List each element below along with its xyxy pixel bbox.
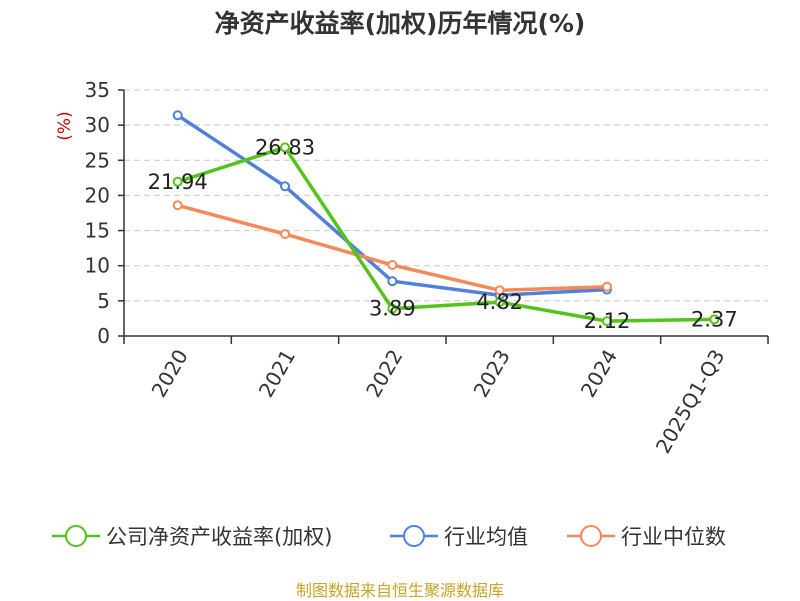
grid-lines xyxy=(118,89,768,337)
x-tick-label: 2024 xyxy=(576,345,622,401)
legend-item[interactable]: 公司净资产收益率(加权) xyxy=(52,518,332,554)
data-point xyxy=(387,303,398,314)
data-label: 21.94 xyxy=(148,170,208,194)
x-tick-label: 2025Q1-Q3 xyxy=(651,345,730,457)
legend-item[interactable]: 行业均值 xyxy=(390,518,528,554)
x-tick-label: 2022 xyxy=(361,345,407,401)
legend-label: 行业均值 xyxy=(444,525,528,549)
y-tick-label: 0 xyxy=(97,324,110,348)
chart-title: 净资产收益率(加权)历年情况(%) xyxy=(214,9,586,38)
y-tick-label: 10 xyxy=(85,254,110,278)
data-point xyxy=(280,229,290,240)
legend-item[interactable]: 行业中位数 xyxy=(567,518,726,554)
y-tick-labels: 0 5 10 15 20 25 30 35 xyxy=(85,78,110,348)
legend-marker xyxy=(567,525,615,547)
data-point xyxy=(494,285,505,296)
data-label: 2.12 xyxy=(584,309,631,333)
x-tick-label: 2020 xyxy=(147,345,193,401)
source-note: 制图数据来自恒生聚源数据库 xyxy=(295,581,504,600)
x-tick-labels: 2020 2021 2022 2023 2024 2025Q1-Q3 xyxy=(147,345,730,457)
data-point xyxy=(172,176,183,187)
data-label: 2.37 xyxy=(691,307,738,331)
data-point xyxy=(172,200,183,211)
data-point xyxy=(387,276,398,287)
y-tick-label: 35 xyxy=(85,78,110,102)
y-tick-label: 15 xyxy=(85,219,110,243)
data-point xyxy=(280,181,290,192)
series-line xyxy=(177,145,715,323)
series-points xyxy=(172,110,720,327)
data-label: 3.89 xyxy=(369,297,416,321)
data-point xyxy=(494,297,505,308)
data-point xyxy=(280,142,290,153)
legend-marker xyxy=(52,525,100,547)
data-label: 4.82 xyxy=(476,290,523,314)
legend-label: 行业中位数 xyxy=(621,525,726,549)
data-point xyxy=(602,316,612,327)
data-point xyxy=(709,314,720,325)
data-labels: 21.94 26.83 3.89 4.82 2.12 2.37 xyxy=(148,135,738,333)
legend: 公司净资产收益率(加权) 行业均值 行业中位数 xyxy=(0,518,800,554)
data-point xyxy=(172,110,183,121)
axes xyxy=(123,90,769,344)
data-point xyxy=(602,281,612,292)
legend-label: 公司净资产收益率(加权) xyxy=(106,525,333,549)
y-axis-label: (%) xyxy=(55,111,75,140)
y-tick-label: 5 xyxy=(97,289,110,313)
y-tick-label: 25 xyxy=(85,148,110,172)
legend-marker xyxy=(390,525,438,547)
x-tick-label: 2023 xyxy=(469,345,515,401)
y-tick-label: 30 xyxy=(85,113,110,137)
data-point xyxy=(387,260,398,271)
data-label: 26.83 xyxy=(255,135,315,159)
y-tick-label: 20 xyxy=(85,183,110,207)
x-tick-label: 2021 xyxy=(254,345,300,401)
